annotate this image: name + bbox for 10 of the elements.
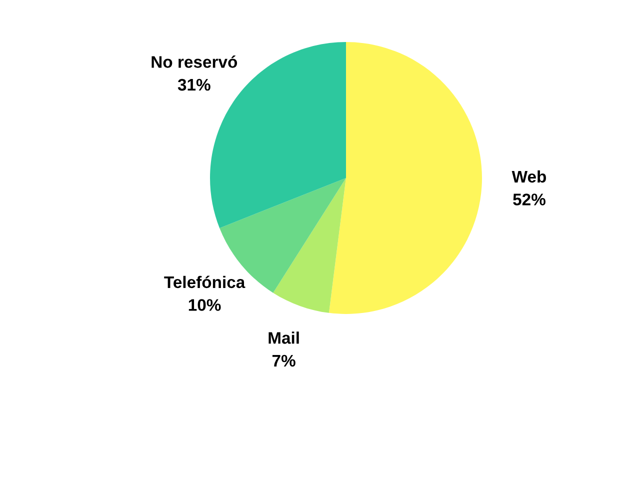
data-label: 10% — [188, 299, 221, 311]
data-label: 31% — [178, 78, 210, 91]
data-label: 52% — [513, 194, 546, 206]
pie-slice — [273, 178, 346, 313]
pie-slice — [328, 42, 482, 314]
slice-label: No reservó — [152, 55, 238, 68]
slice-label: Telefónica — [164, 276, 246, 288]
slice-label: Web — [512, 170, 546, 183]
slice-label: Mail — [268, 332, 299, 344]
data-label: 7% — [272, 354, 296, 367]
